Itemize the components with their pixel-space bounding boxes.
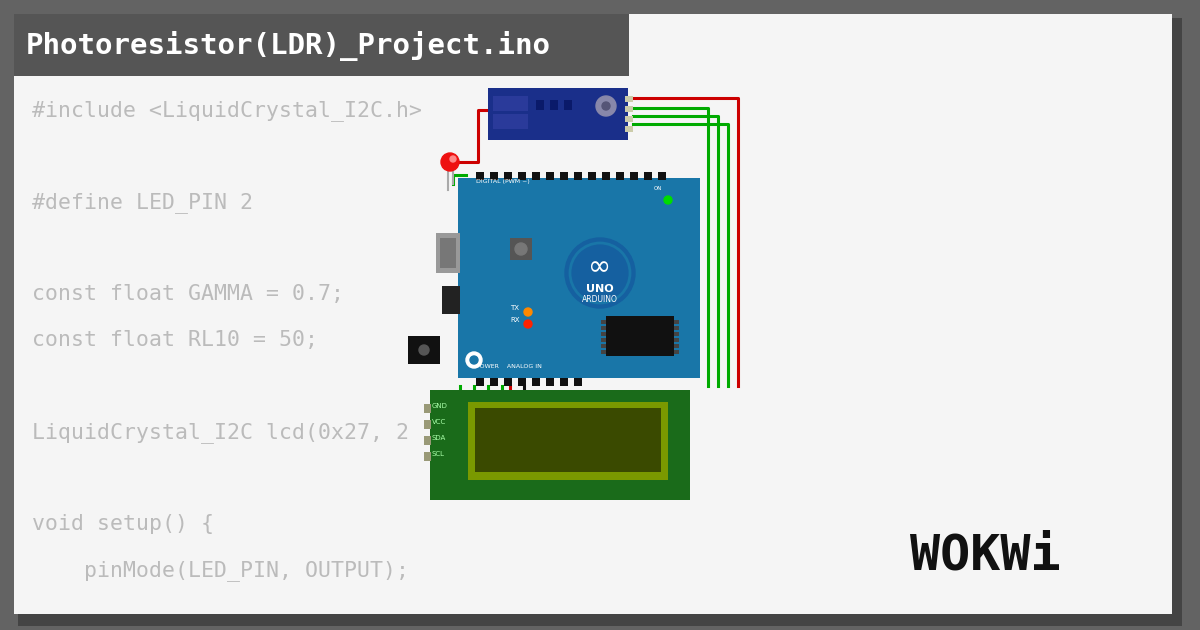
Bar <box>625 96 634 102</box>
Bar <box>408 336 440 364</box>
Circle shape <box>664 196 672 204</box>
Bar <box>674 344 679 348</box>
Text: POWER    ANALOG IN: POWER ANALOG IN <box>476 364 542 369</box>
Bar <box>504 172 512 180</box>
Circle shape <box>524 308 532 316</box>
Bar <box>674 332 679 336</box>
Bar <box>574 378 582 386</box>
Circle shape <box>419 345 430 355</box>
Text: void setup() {: void setup() { <box>32 514 214 534</box>
Circle shape <box>450 156 456 162</box>
Bar <box>658 172 666 180</box>
Bar <box>546 172 554 180</box>
Bar <box>424 436 431 445</box>
Circle shape <box>602 102 610 110</box>
Bar <box>468 402 668 480</box>
Text: WOKWi: WOKWi <box>910 531 1061 579</box>
Bar <box>601 338 606 342</box>
Bar <box>601 332 606 336</box>
Text: UNO: UNO <box>586 284 614 294</box>
Circle shape <box>596 96 616 116</box>
Bar <box>442 286 460 314</box>
Bar <box>532 378 540 386</box>
Text: TX: TX <box>510 305 520 311</box>
Bar <box>430 390 690 500</box>
Bar <box>424 404 431 413</box>
Text: #include <LiquidCrystal_I2C.h>: #include <LiquidCrystal_I2C.h> <box>32 100 422 121</box>
Bar <box>536 100 544 110</box>
Bar <box>560 172 568 180</box>
Bar <box>601 344 606 348</box>
Text: const float RL10 = 50;: const float RL10 = 50; <box>32 330 318 350</box>
Text: VCC: VCC <box>432 419 446 425</box>
Bar <box>490 172 498 180</box>
Circle shape <box>565 238 635 308</box>
Circle shape <box>524 320 532 328</box>
Bar <box>674 350 679 354</box>
Bar <box>488 88 628 140</box>
Bar <box>560 378 568 386</box>
Bar <box>606 316 674 356</box>
Bar <box>493 114 528 129</box>
Text: SDA: SDA <box>432 435 446 441</box>
Bar <box>574 172 582 180</box>
Bar <box>458 178 700 378</box>
Bar <box>424 420 431 429</box>
Bar <box>550 100 558 110</box>
Bar <box>625 106 634 112</box>
Text: DIGITAL (PWM ~): DIGITAL (PWM ~) <box>476 179 529 184</box>
Bar <box>644 172 652 180</box>
Bar <box>518 172 526 180</box>
Bar <box>630 172 638 180</box>
Bar <box>476 378 484 386</box>
Text: LiquidCrystal_I2C lcd(0x27, 2: LiquidCrystal_I2C lcd(0x27, 2 <box>32 422 409 443</box>
Text: pinMode(LED_PIN, OUTPUT);: pinMode(LED_PIN, OUTPUT); <box>32 560 409 581</box>
Bar <box>564 100 572 110</box>
Bar <box>674 338 679 342</box>
Bar <box>616 172 624 180</box>
Bar <box>504 378 512 386</box>
Bar <box>601 320 606 324</box>
Bar <box>674 326 679 330</box>
Bar <box>601 350 606 354</box>
Bar <box>602 172 610 180</box>
Bar <box>424 452 431 461</box>
Bar <box>674 320 679 324</box>
Text: GND: GND <box>432 403 448 409</box>
Text: Photoresistor(LDR)_Project.ino: Photoresistor(LDR)_Project.ino <box>26 31 551 61</box>
Bar <box>436 233 460 273</box>
Bar <box>601 326 606 330</box>
Bar <box>625 126 634 132</box>
Bar <box>510 238 532 260</box>
Text: RX: RX <box>510 317 520 323</box>
Bar <box>476 172 484 180</box>
Bar <box>475 408 661 472</box>
Circle shape <box>515 243 527 255</box>
Bar <box>625 116 634 122</box>
Bar <box>546 378 554 386</box>
Text: ARDUINO: ARDUINO <box>582 294 618 304</box>
Bar <box>490 378 498 386</box>
Text: #define LED_PIN 2: #define LED_PIN 2 <box>32 192 253 213</box>
Circle shape <box>442 153 458 171</box>
Circle shape <box>470 356 478 364</box>
Bar <box>14 14 629 76</box>
Bar <box>588 172 596 180</box>
Bar <box>493 96 528 111</box>
Bar <box>532 172 540 180</box>
Bar <box>518 378 526 386</box>
Text: SCL: SCL <box>432 451 445 457</box>
Text: const float GAMMA = 0.7;: const float GAMMA = 0.7; <box>32 284 344 304</box>
Text: ON: ON <box>654 186 662 191</box>
Bar <box>440 238 456 268</box>
Circle shape <box>466 352 482 368</box>
Text: ∞: ∞ <box>588 253 612 281</box>
